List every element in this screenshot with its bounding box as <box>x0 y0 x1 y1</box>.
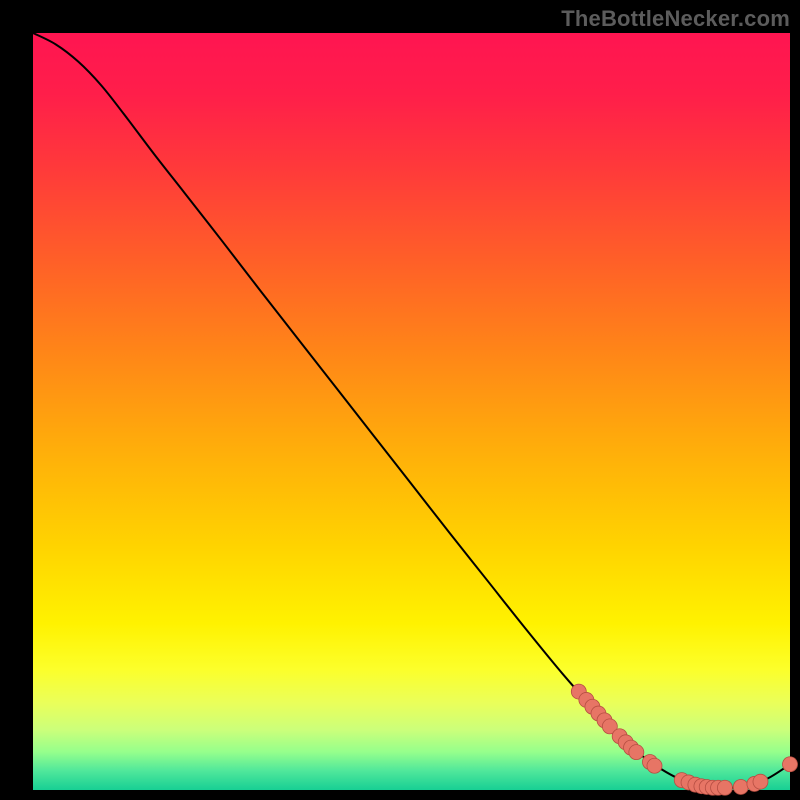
data-marker <box>647 758 662 773</box>
data-marker <box>717 780 732 795</box>
data-marker <box>629 745 644 760</box>
data-marker <box>783 757 798 772</box>
bottleneck-chart-container: TheBottleNecker.com <box>0 0 800 800</box>
data-marker <box>753 774 768 789</box>
data-marker <box>733 779 748 794</box>
chart-background-rect <box>33 33 790 790</box>
chart-svg <box>0 0 800 800</box>
